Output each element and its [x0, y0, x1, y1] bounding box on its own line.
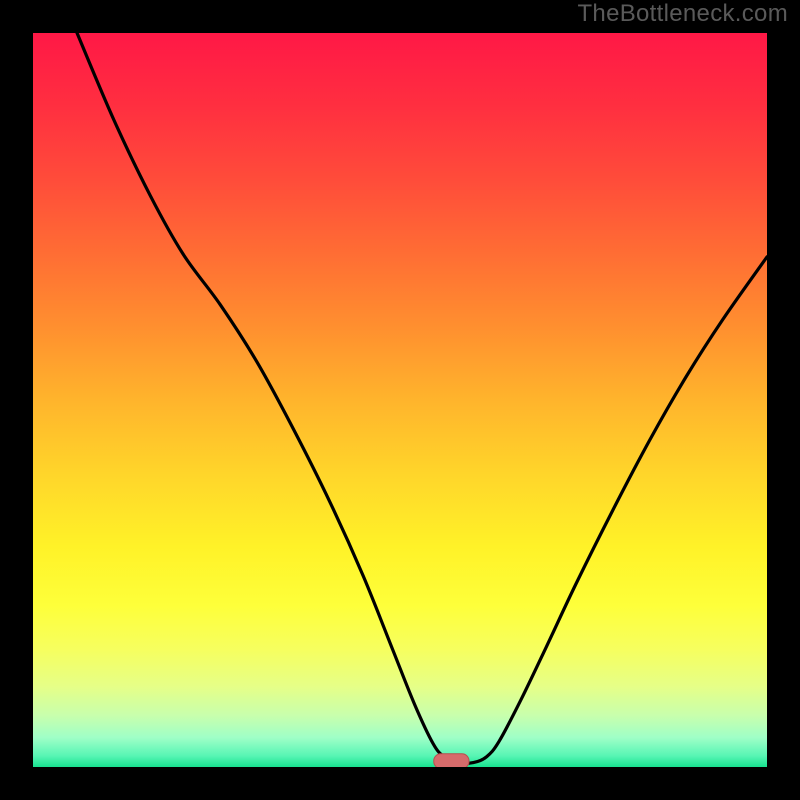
chart-frame: TheBottleneck.com	[0, 0, 800, 800]
plot-svg	[33, 33, 767, 767]
optimal-marker	[434, 754, 469, 767]
watermark-text: TheBottleneck.com	[577, 0, 788, 28]
gradient-background	[33, 33, 767, 767]
plot-area	[33, 33, 767, 767]
